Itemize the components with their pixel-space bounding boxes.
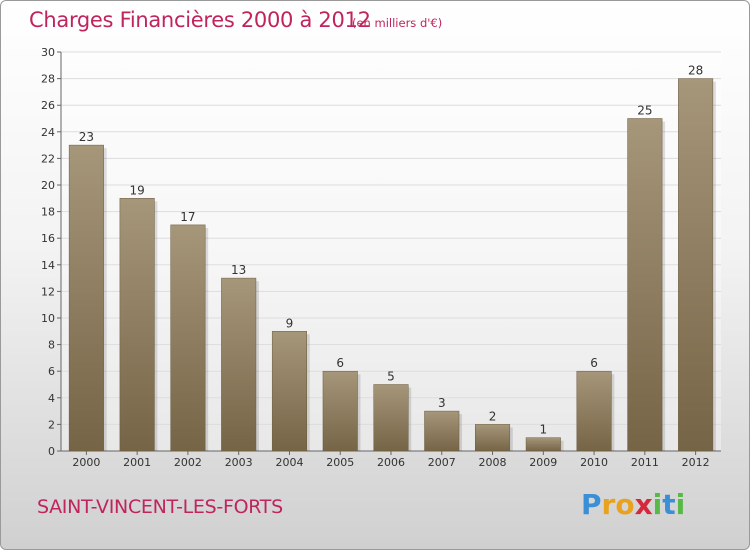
x-tick-label: 2008 bbox=[479, 456, 507, 469]
x-tick-label: 2011 bbox=[631, 456, 659, 469]
y-tick-label: 4 bbox=[48, 392, 55, 405]
data-label: 3 bbox=[438, 396, 446, 410]
bar-2011 bbox=[627, 118, 663, 452]
y-tick-label: 22 bbox=[41, 152, 55, 165]
data-label: 25 bbox=[637, 104, 652, 118]
bar-2006 bbox=[373, 384, 409, 452]
proxiti-logo: Proxiti bbox=[581, 488, 685, 521]
bar-2005 bbox=[322, 370, 358, 452]
data-label: 1 bbox=[539, 423, 547, 437]
y-tick-label: 18 bbox=[41, 206, 55, 219]
chart-subtitle: (en milliers d'€) bbox=[352, 16, 443, 30]
y-tick-label: 20 bbox=[41, 179, 55, 192]
data-label: 28 bbox=[688, 64, 703, 78]
chart-title: Charges Financières 2000 à 2012 bbox=[29, 8, 371, 32]
y-tick-label: 6 bbox=[48, 365, 55, 378]
data-label: 5 bbox=[387, 370, 395, 384]
x-tick-label: 2001 bbox=[123, 456, 151, 469]
y-tick-label: 0 bbox=[48, 445, 55, 458]
bars bbox=[68, 78, 716, 452]
y-tick-label: 2 bbox=[48, 418, 55, 431]
logo-letter: P bbox=[581, 488, 602, 521]
bar-2008 bbox=[475, 424, 511, 452]
logo-letter: x bbox=[634, 488, 653, 521]
data-labels: 23 19 17 13 9 6 5 3 2 1 6 25 28 bbox=[79, 64, 704, 437]
x-tick-label: 2010 bbox=[580, 456, 608, 469]
bar-2012 bbox=[678, 78, 714, 452]
y-tick-label: 8 bbox=[48, 339, 55, 352]
x-tick-label: 2004 bbox=[275, 456, 303, 469]
data-label: 19 bbox=[130, 183, 145, 197]
logo-letter: t bbox=[662, 488, 676, 521]
y-tick-label: 12 bbox=[41, 285, 55, 298]
logo-letter: r bbox=[601, 488, 616, 521]
data-label: 6 bbox=[590, 356, 598, 370]
x-tick-label: 2006 bbox=[377, 456, 405, 469]
data-label: 9 bbox=[286, 316, 294, 330]
bar-2010 bbox=[576, 370, 612, 452]
y-tick-label: 24 bbox=[41, 126, 55, 139]
x-tick-label: 2002 bbox=[174, 456, 202, 469]
data-label: 6 bbox=[336, 356, 344, 370]
y-tick-label: 10 bbox=[41, 312, 55, 325]
x-tick-label: 2005 bbox=[326, 456, 354, 469]
bar-2002 bbox=[170, 224, 206, 452]
data-label: 2 bbox=[489, 409, 497, 423]
x-tick-label: 2009 bbox=[529, 456, 557, 469]
y-tick-label: 16 bbox=[41, 232, 55, 245]
x-tick-label: 2003 bbox=[225, 456, 253, 469]
y-tick-label: 26 bbox=[41, 99, 55, 112]
bar-2001 bbox=[119, 198, 155, 452]
bar-2007 bbox=[424, 410, 460, 452]
bar-2003 bbox=[221, 277, 257, 452]
commune-name: SAINT-VINCENT-LES-FORTS bbox=[37, 496, 283, 518]
logo-letter: o bbox=[615, 488, 635, 521]
y-tick-label: 30 bbox=[41, 46, 55, 59]
bar-2000 bbox=[68, 144, 104, 452]
x-tick-label: 2012 bbox=[682, 456, 710, 469]
data-label: 23 bbox=[79, 130, 94, 144]
bar-2004 bbox=[271, 331, 307, 452]
data-label: 13 bbox=[231, 263, 246, 277]
bar-2009 bbox=[525, 437, 561, 452]
x-tick-label: 2007 bbox=[428, 456, 456, 469]
logo-letter: i bbox=[675, 488, 686, 521]
x-tick-label: 2000 bbox=[72, 456, 100, 469]
y-tick-label: 28 bbox=[41, 73, 55, 86]
y-tick-label: 14 bbox=[41, 259, 55, 272]
logo-letter: i bbox=[652, 488, 663, 521]
data-label: 17 bbox=[180, 210, 195, 224]
